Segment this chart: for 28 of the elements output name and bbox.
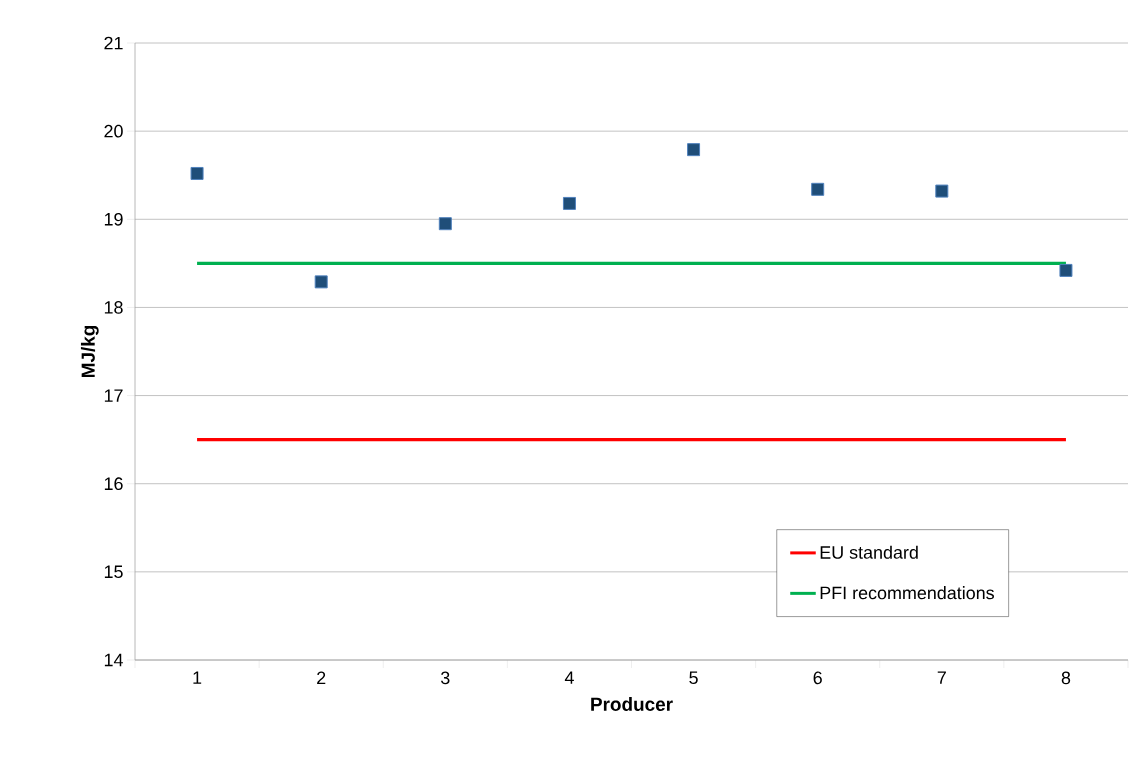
y-tick-label: 20 [104, 124, 123, 138]
legend-label: PFI recommendations [820, 586, 994, 600]
y-tick-label: 19 [104, 212, 123, 226]
legend-label: EU standard [820, 545, 918, 559]
point [438, 217, 452, 231]
point [190, 166, 204, 180]
y-tick-label: 15 [104, 565, 123, 579]
y-tick-label: 17 [104, 389, 123, 402]
x-tick-label: 2 [317, 671, 326, 685]
y-tick-label: 16 [104, 477, 123, 491]
y-tick-label: 14 [104, 653, 123, 667]
x-axis-title: Producer [591, 697, 673, 711]
x-tick-label: 7 [937, 671, 946, 684]
x-tick-label: 8 [1061, 671, 1071, 685]
y-tick-label: 18 [104, 301, 123, 314]
y-axis-title: MJ/kg [80, 325, 99, 378]
point [811, 182, 825, 196]
x-tick-label: 1 [193, 671, 202, 684]
point [1059, 263, 1073, 277]
x-tick-label: 4 [564, 671, 574, 684]
point [314, 275, 328, 289]
x-tick-label: 3 [441, 671, 450, 685]
point [562, 196, 576, 210]
point [935, 184, 949, 198]
point [687, 143, 701, 157]
x-tick-label: 6 [813, 671, 822, 685]
y-tick-label: 21 [104, 36, 123, 50]
x-tick-label: 5 [689, 671, 698, 685]
